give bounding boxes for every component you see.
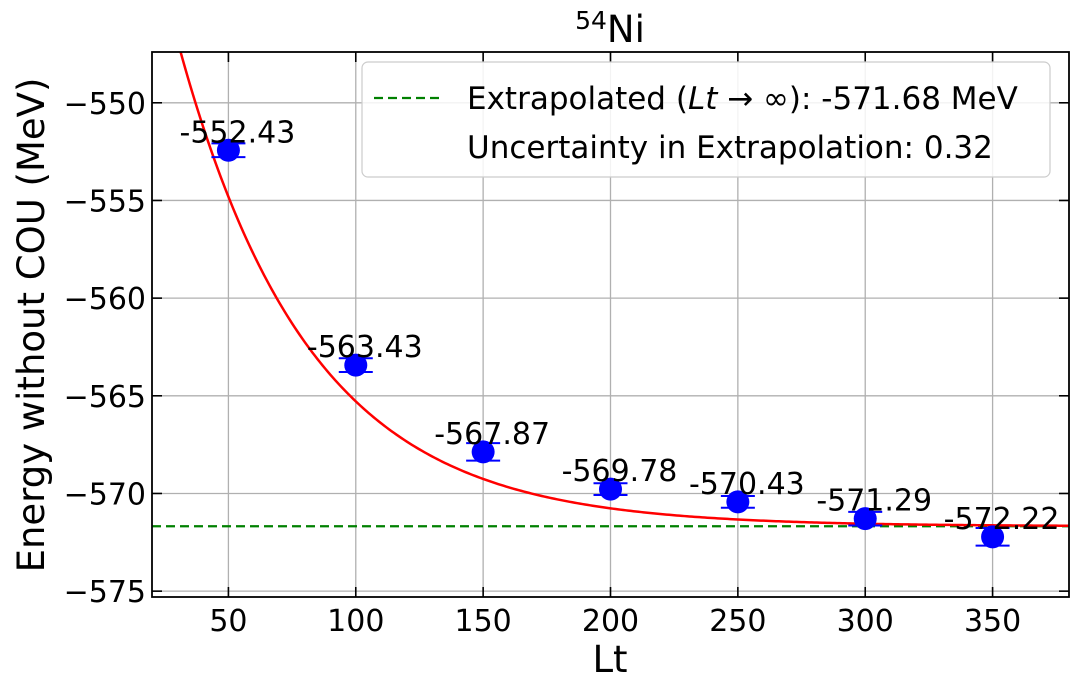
data-point <box>599 477 622 501</box>
y-axis-label: Energy without COU (MeV) <box>10 78 53 573</box>
x-tick-labels: 50 100 150 200 250 300 350 <box>209 604 1021 639</box>
data-point <box>981 525 1005 549</box>
y-tick-label: −565 <box>64 380 146 415</box>
x-tick-label: 300 <box>837 604 894 639</box>
plot-frame <box>151 51 1070 598</box>
x-tick-label: 50 <box>209 604 247 639</box>
data-point-label: -572.22 <box>944 502 1060 537</box>
legend-box <box>361 61 1051 178</box>
legend: Extrapolated (Lt → ∞): -571.68 MeV Uncer… <box>361 61 1051 178</box>
y-tick-label: −555 <box>64 184 146 219</box>
data-point-label: -563.43 <box>307 330 423 365</box>
x-tick-label: 250 <box>709 604 766 639</box>
x-tick-label: 350 <box>964 604 1021 639</box>
plot-area <box>152 52 1069 549</box>
y-tick-label: −550 <box>64 87 146 122</box>
y-tick-label: −570 <box>64 477 146 512</box>
legend-extrapolation-label: Extrapolated (Lt → ∞): -571.68 MeV <box>467 81 1018 117</box>
x-tick-label: 100 <box>327 604 384 639</box>
y-tick-label: −575 <box>64 575 146 610</box>
title-base: Ni <box>607 8 645 51</box>
chart-title: 54Ni <box>575 6 645 51</box>
data-point <box>471 440 495 464</box>
data-point-label: -567.87 <box>434 417 550 452</box>
title-superscript: 54 <box>575 6 607 35</box>
x-tick-label: 200 <box>582 604 639 639</box>
legend-uncertainty-label: Uncertainty in Extrapolation: 0.32 <box>467 130 993 166</box>
data-point <box>726 490 750 514</box>
data-point <box>216 138 240 162</box>
data-point-label: -571.29 <box>816 484 932 519</box>
y-tick-labels: −550 −555 −560 −565 −570 −575 <box>64 87 146 610</box>
data-point-label: -570.43 <box>689 467 805 502</box>
y-tick-label: −560 <box>64 282 146 317</box>
data-points <box>211 138 1010 549</box>
data-point <box>344 353 368 377</box>
point-labels: -552.43 -563.43 -567.87 -569.78 -570.43 -571.… <box>180 115 1060 537</box>
x-axis-label: Lt <box>592 638 627 681</box>
ticks <box>152 52 1069 597</box>
fit-curve <box>179 52 1069 527</box>
data-point-label: -552.43 <box>180 115 296 150</box>
legend-line1-prefix: Extrapolated ( <box>467 81 688 117</box>
legend-line1-suffix: ): -571.68 MeV <box>789 81 1018 117</box>
x-tick-label: 150 <box>455 604 512 639</box>
data-point <box>853 507 877 531</box>
legend-line1-arrow: → ∞ <box>717 81 789 117</box>
data-point-label: -569.78 <box>562 454 678 489</box>
legend-line1-math: Lt <box>688 81 719 117</box>
